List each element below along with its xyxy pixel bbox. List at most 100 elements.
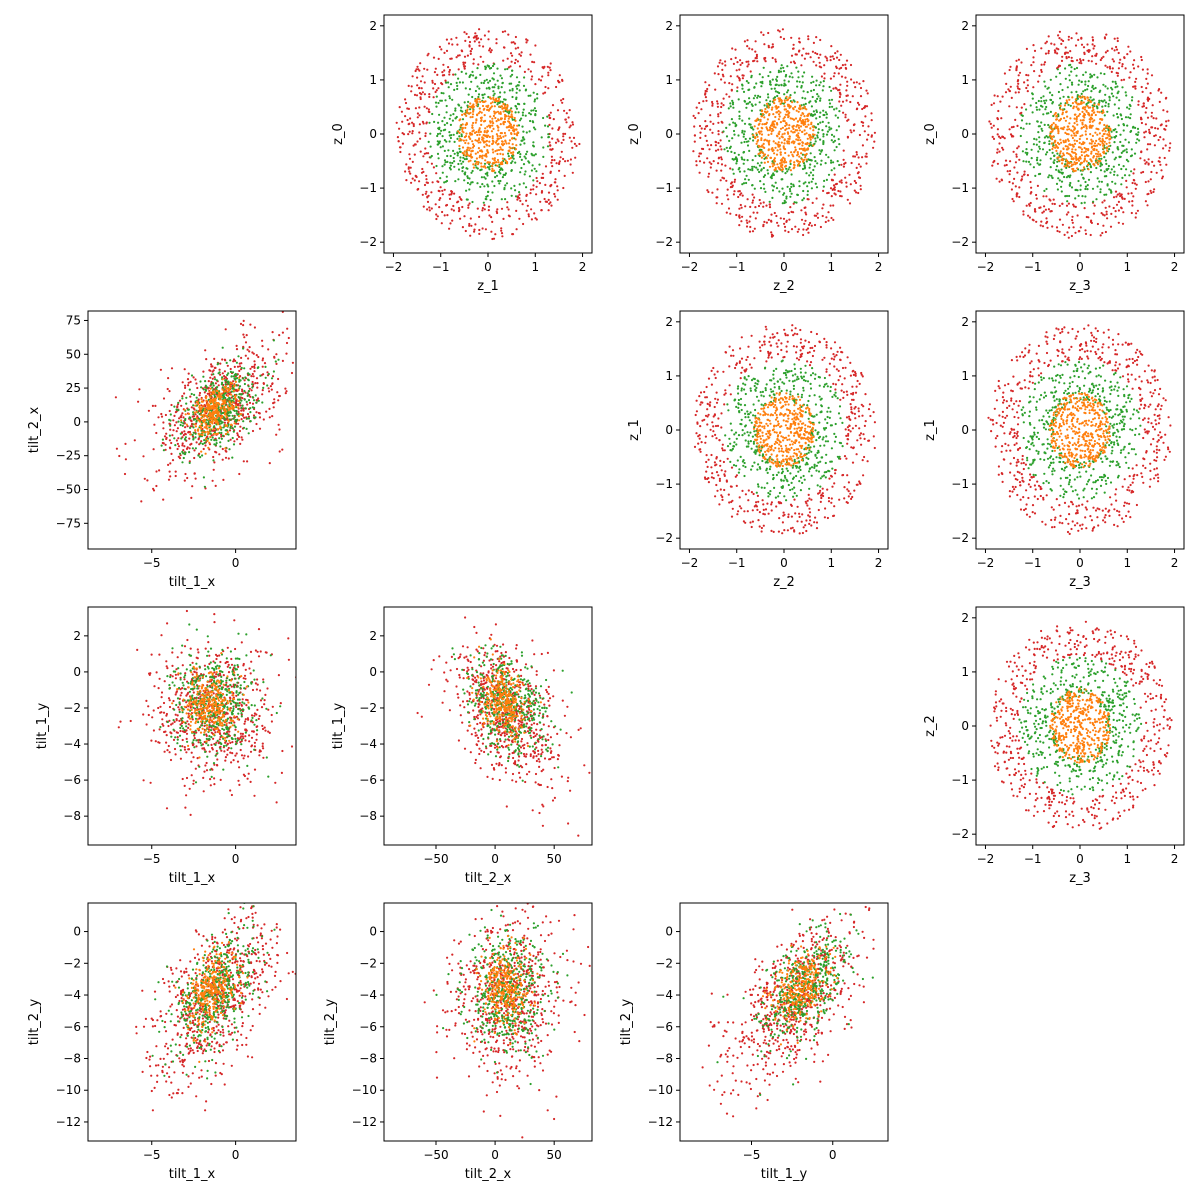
scatter-point bbox=[734, 431, 738, 434]
scatter-point bbox=[445, 81, 448, 84]
scatter-point bbox=[532, 145, 536, 148]
scatter-point bbox=[808, 487, 811, 490]
scatter-point bbox=[436, 215, 439, 218]
scatter-point bbox=[525, 194, 528, 197]
scatter-point bbox=[715, 196, 718, 199]
scatter-point bbox=[528, 175, 532, 178]
scatter-point bbox=[1117, 124, 1120, 127]
scatter-point bbox=[1107, 145, 1110, 148]
scatter-point bbox=[461, 170, 464, 173]
scatter-point bbox=[461, 118, 465, 121]
scatter-point bbox=[472, 143, 475, 146]
scatter-point bbox=[1065, 166, 1068, 169]
scatter-point bbox=[1106, 149, 1109, 152]
scatter-point bbox=[712, 366, 715, 370]
scatter-point bbox=[461, 110, 464, 113]
scatter-point bbox=[406, 118, 409, 122]
scatter-point bbox=[454, 109, 457, 112]
scatter-point bbox=[1091, 140, 1094, 143]
scatter-point bbox=[453, 160, 456, 163]
scatter-point bbox=[850, 78, 853, 81]
scatter-point bbox=[842, 396, 845, 399]
scatter-point bbox=[1043, 99, 1046, 102]
scatter-point bbox=[793, 498, 796, 501]
scatter-point bbox=[859, 86, 863, 90]
scatter-point bbox=[441, 165, 444, 168]
scatter-point bbox=[1093, 103, 1096, 106]
scatter-point bbox=[805, 152, 808, 156]
scatter-point bbox=[468, 40, 472, 44]
scatter-point bbox=[1117, 148, 1120, 151]
scatter-point bbox=[504, 30, 507, 33]
scatter-point bbox=[1158, 100, 1161, 103]
scatter-point bbox=[850, 406, 853, 409]
scatter-point bbox=[456, 87, 459, 91]
scatter-point bbox=[809, 138, 812, 141]
scatter-point bbox=[846, 198, 849, 201]
scatter-point bbox=[791, 76, 794, 79]
scatter-point bbox=[861, 459, 864, 462]
scatter-point bbox=[862, 80, 865, 83]
scatter-point bbox=[789, 190, 792, 193]
scatter-point bbox=[996, 95, 999, 98]
scatter-point bbox=[1081, 169, 1084, 172]
scatter-point bbox=[704, 477, 707, 480]
scatter-point bbox=[818, 491, 821, 494]
scatter-point bbox=[838, 180, 841, 183]
scatter-point bbox=[711, 472, 714, 475]
scatter-point bbox=[833, 173, 836, 176]
scatter-point bbox=[825, 370, 828, 373]
scatter-point bbox=[734, 48, 737, 51]
scatter-point bbox=[1041, 211, 1044, 214]
scatter-point bbox=[785, 167, 788, 170]
scatter-point bbox=[1093, 147, 1096, 150]
scatter-point bbox=[509, 115, 513, 118]
scatter-point bbox=[749, 225, 752, 229]
scatter-point bbox=[996, 148, 999, 151]
scatter-point bbox=[770, 177, 773, 180]
scatter-point bbox=[823, 64, 826, 67]
scatter-point bbox=[844, 366, 847, 369]
scatter-point bbox=[425, 174, 428, 177]
scatter-point bbox=[518, 53, 521, 56]
scatter-point bbox=[808, 223, 811, 226]
scatter-point bbox=[787, 154, 790, 157]
scatter-point bbox=[558, 161, 561, 165]
scatter-point bbox=[1129, 50, 1132, 53]
scatter-point bbox=[1013, 166, 1016, 169]
scatter-point bbox=[1118, 61, 1121, 64]
scatter-point bbox=[823, 72, 826, 75]
scatter-point bbox=[720, 163, 724, 166]
scatter-point bbox=[1122, 78, 1126, 81]
scatter-point bbox=[777, 133, 781, 136]
scatter-point bbox=[867, 408, 871, 411]
scatter-point bbox=[472, 62, 475, 65]
scatter-point bbox=[1154, 134, 1157, 137]
scatter-point bbox=[424, 134, 427, 138]
scatter-point bbox=[474, 89, 477, 93]
scatter-point bbox=[797, 126, 801, 129]
scatter-point bbox=[854, 417, 857, 420]
scatter-point bbox=[705, 460, 708, 464]
scatter-point bbox=[832, 204, 835, 207]
scatter-point bbox=[841, 421, 844, 424]
scatter-point bbox=[550, 155, 554, 158]
scatter-point bbox=[1098, 99, 1101, 102]
scatter-point bbox=[779, 217, 782, 220]
scatter-point bbox=[1138, 139, 1141, 142]
scatter-point bbox=[806, 137, 809, 140]
scatter-point bbox=[709, 401, 712, 404]
scatter-point bbox=[481, 183, 484, 186]
scatter-point bbox=[734, 125, 737, 128]
scatter-point bbox=[769, 336, 772, 339]
scatter-point bbox=[448, 197, 452, 200]
scatter-point bbox=[770, 529, 773, 533]
scatter-point bbox=[1117, 67, 1120, 70]
scatter-point bbox=[1041, 148, 1045, 151]
scatter-point bbox=[557, 128, 560, 131]
scatter-point bbox=[838, 163, 841, 167]
scatter-point bbox=[1070, 56, 1073, 59]
scatter-point bbox=[474, 99, 477, 103]
scatter-point bbox=[1045, 105, 1048, 109]
scatter-point bbox=[721, 495, 724, 499]
